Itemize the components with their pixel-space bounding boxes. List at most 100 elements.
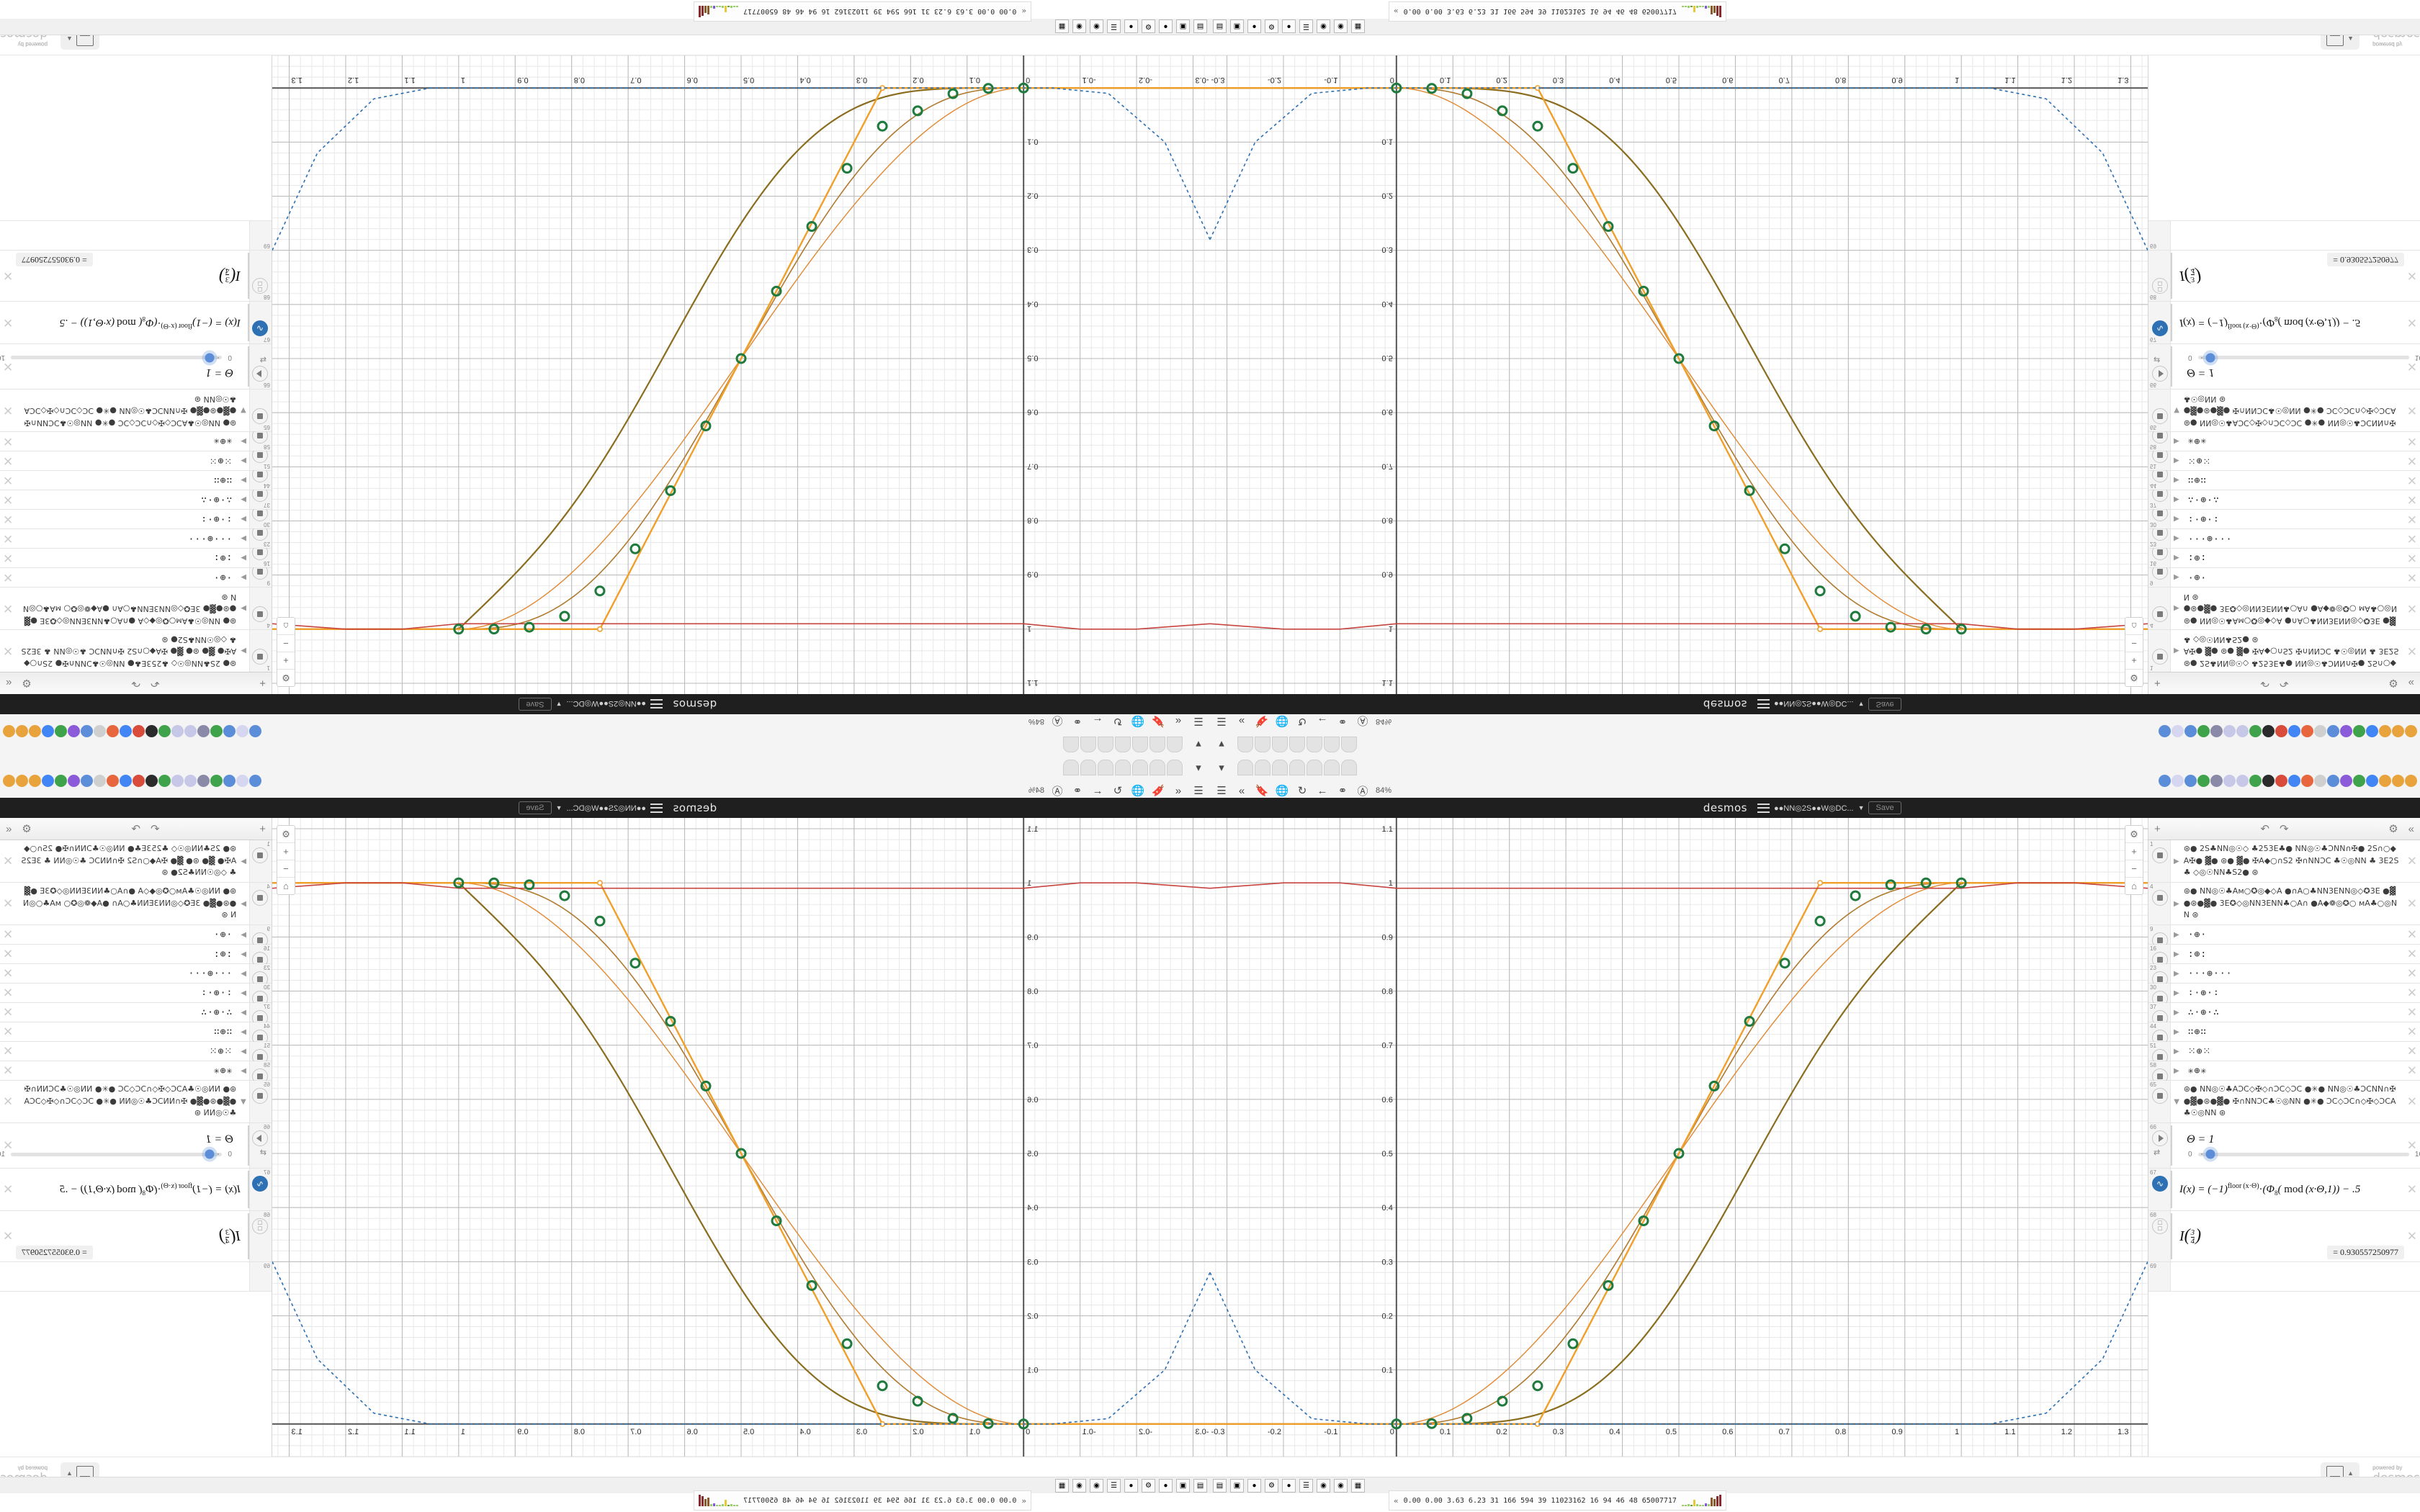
save-button[interactable]: Save [519, 698, 552, 711]
expand-toggle-icon[interactable]: ▶ [241, 950, 246, 958]
extension-icon[interactable] [2223, 725, 2236, 737]
extension-icon[interactable] [2288, 725, 2300, 737]
extension-icon[interactable] [3, 725, 15, 737]
expression-row[interactable]: 16 ▶:⊕: ✕ [2148, 945, 2420, 968]
expression-body[interactable]: ▶ ∷⊕∷ ✕ [2171, 471, 2420, 490]
browser-tab[interactable] [1255, 737, 1270, 752]
data-point[interactable] [1814, 915, 1826, 927]
note-icon[interactable] [2152, 847, 2168, 863]
extension-icon[interactable] [68, 775, 80, 787]
collapse-panel-button[interactable]: « [2408, 677, 2414, 690]
note-icon[interactable] [252, 847, 268, 863]
expression-list[interactable]: 1 ▶ ⊛● 2S♣NN◎☉◇ ♣253E♣● NN◎☉♣ƆNN∩✠● 2S∩○◆A… [2148, 23, 2420, 672]
data-point[interactable] [594, 585, 606, 597]
delete-expression-button[interactable]: ✕ [3, 644, 14, 658]
back-arrow-icon[interactable]: ← [1092, 715, 1103, 728]
expression-body[interactable] [2171, 221, 2420, 250]
reload-icon[interactable]: ↻ [1297, 715, 1307, 727]
delete-expression-button[interactable]: ✕ [3, 1138, 14, 1153]
document-icon[interactable]: ☰ [1107, 1479, 1121, 1493]
expression-row[interactable]: 1 ▶ ⊛● 2S♣NN◎☉◇ ♣253E♣● NN◎☉♣ƆNN∩✠● 2S∩○◆A… [2148, 629, 2420, 672]
expression-math[interactable]: I(x) = (−1)floor (x·Θ)·(Φ8( mod (x·Θ,1))… [2179, 1182, 2361, 1197]
terminal-icon[interactable]: ▤ [1213, 19, 1227, 33]
expression-body[interactable]: ▶:⊕: ✕ [0, 945, 249, 963]
expression-body[interactable]: ▶ ⊛● NN◎☉♣Aᴍ○✪◎◆◇A ●∩A○♣NN3ENN◎◇✪3E ●▓●⊛●… [0, 883, 249, 924]
wrench-icon[interactable]: ⚙ [277, 826, 295, 843]
delete-expression-button[interactable]: ✕ [3, 1229, 14, 1243]
data-point[interactable] [629, 958, 641, 969]
extension-icon[interactable] [249, 725, 261, 737]
browser-tab[interactable] [1132, 737, 1148, 752]
data-point[interactable] [488, 877, 500, 888]
play-icon[interactable] [2152, 366, 2168, 382]
data-point[interactable] [453, 624, 465, 635]
delete-expression-button[interactable]: ✕ [2406, 1005, 2417, 1020]
slider-variable-label[interactable]: Θ = 1 [2187, 1133, 2215, 1146]
extension-icon[interactable] [68, 725, 80, 737]
extension-icon[interactable] [3, 775, 15, 787]
delete-expression-button[interactable]: ✕ [3, 315, 14, 330]
expression-math[interactable]: I(3 4) [2179, 1226, 2202, 1246]
browser-tab[interactable] [1098, 737, 1113, 752]
browser-extension-bar[interactable] [2159, 775, 2417, 787]
extension-icon[interactable] [2340, 775, 2352, 787]
expand-toggle-icon[interactable]: ▶ [2172, 408, 2181, 413]
extension-icon[interactable] [171, 775, 184, 787]
undo-button[interactable]: ↶ [2260, 823, 2269, 835]
chevron-down-icon[interactable]: ▾ [1196, 762, 1201, 774]
browser-tab[interactable] [1341, 737, 1357, 752]
note-icon[interactable] [2152, 606, 2168, 622]
slider-track[interactable] [2197, 1149, 2409, 1159]
expression-body[interactable]: I(x) = (−1)floor (x·Θ)·(Φ8( mod (x·Θ,1))… [2171, 1169, 2420, 1210]
expression-body[interactable]: ▶ ∶·⊕·∶ ✕ [0, 984, 249, 1002]
expression-row[interactable]: 9 ▶ ·⊕· ✕ [2148, 564, 2420, 587]
expression-body[interactable]: ▶ ⁙⊕⁙ ✕ [0, 1042, 249, 1061]
graph-title[interactable]: ●●NN◎2S●●W◎DC... [1774, 804, 1854, 813]
config-icon[interactable]: ⚙ [1142, 1479, 1155, 1493]
data-point[interactable] [1426, 1418, 1438, 1429]
globe-icon[interactable]: 🌐 [1275, 715, 1289, 727]
expression-row[interactable]: 68 □ □ I(3 4) = 0.930557250977 ✕ [2148, 250, 2420, 301]
extension-icon[interactable] [29, 775, 41, 787]
expression-body[interactable]: Θ = 1 016✕ [0, 1123, 249, 1168]
note-icon[interactable] [2152, 408, 2168, 424]
window-icon[interactable]: ▦ [1055, 1479, 1069, 1493]
expand-toggle-icon[interactable]: ▶ [2174, 495, 2179, 504]
delete-expression-button[interactable]: ✕ [2406, 1044, 2417, 1058]
delete-expression-button[interactable]: ✕ [3, 1094, 14, 1109]
extension-icon[interactable] [223, 775, 236, 787]
expression-body[interactable]: ▶:⊕: ✕ [2171, 945, 2420, 963]
extension-icon[interactable] [145, 725, 158, 737]
expression-row[interactable]: 68 □ □ I(3 4) = 0.930557250977 ✕ [0, 1211, 272, 1262]
home-icon[interactable]: ⌂ [2131, 881, 2137, 891]
browser-tab[interactable] [1167, 737, 1183, 752]
delete-expression-button[interactable]: ✕ [3, 454, 14, 468]
play-icon[interactable] [252, 1130, 268, 1146]
firefox-icon[interactable]: ● [1124, 1479, 1138, 1493]
delete-expression-button[interactable]: ✕ [2406, 1182, 2417, 1197]
data-point[interactable] [1603, 221, 1614, 233]
browser-tab[interactable] [1255, 760, 1270, 775]
data-point[interactable] [1497, 105, 1508, 117]
expression-body[interactable]: ▶ ✳⊕✳ ✕ [0, 1061, 249, 1080]
expand-toggle-icon[interactable]: ▶ [2174, 950, 2179, 958]
expand-toggle-icon[interactable]: ▶ [241, 604, 246, 613]
extension-icon[interactable] [158, 725, 171, 737]
expression-row[interactable]: 66 ⇄ Θ = 1 016✕ [2148, 343, 2420, 389]
document-icon[interactable]: ☰ [1299, 1479, 1313, 1493]
extension-icon[interactable] [2340, 725, 2352, 737]
expand-toggle-icon[interactable]: ▶ [241, 476, 246, 485]
firefox-icon[interactable]: ● [1282, 1479, 1296, 1493]
extension-icon[interactable] [42, 775, 54, 787]
wrench-icon[interactable]: ⚙ [2125, 669, 2143, 686]
note-icon[interactable] [252, 606, 268, 622]
fraction-icon[interactable]: □ □ [252, 278, 268, 294]
extension-icon[interactable] [2327, 775, 2339, 787]
expand-toggle-icon[interactable]: ▶ [239, 1099, 248, 1104]
expression-row[interactable]: 37 ▶ ∴·⊕·∴ ✕ [0, 486, 272, 509]
expression-body[interactable]: ▶ ···⊕··· ✕ [2171, 964, 2420, 983]
expression-row[interactable]: 1 ▶ ⊛● 2S♣NN◎☉◇ ♣253E♣● NN◎☉♣ƆNN∩✠● 2S∩○◆A… [0, 629, 272, 672]
collapse-icon[interactable]: « [1394, 1495, 1399, 1506]
browser-tab[interactable] [1237, 760, 1253, 775]
extension-icon[interactable] [2159, 775, 2171, 787]
